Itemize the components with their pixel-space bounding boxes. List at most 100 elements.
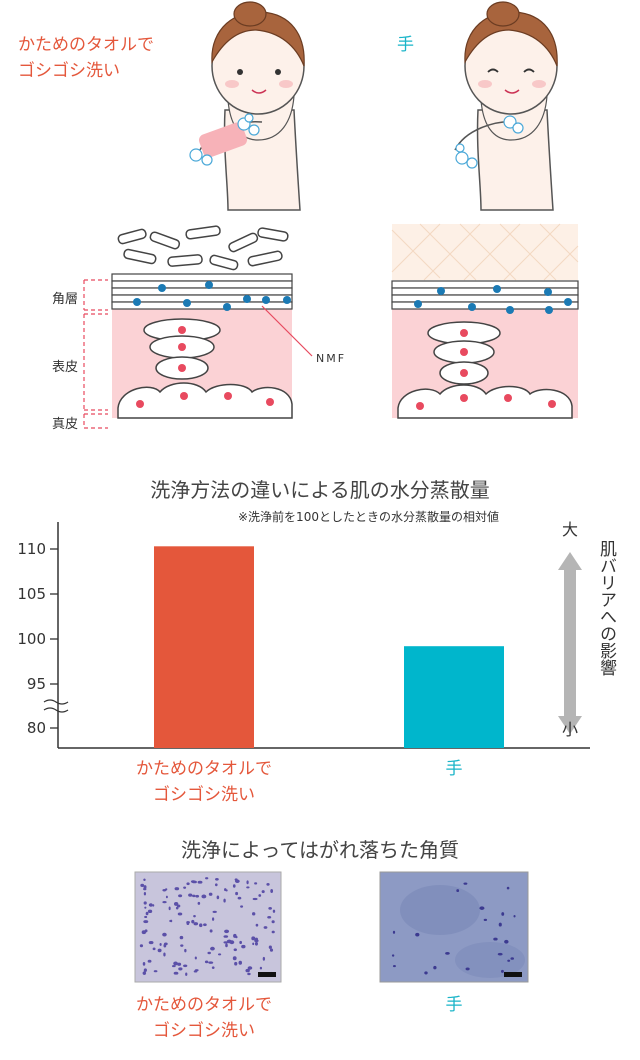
axis-break — [43, 699, 69, 713]
corneocyte-dot — [258, 894, 262, 897]
x-label-towel-line2: ゴシゴシ洗い — [153, 785, 255, 805]
corneocyte-dot — [267, 915, 272, 919]
corneocyte-dot — [139, 944, 144, 948]
corneocyte-dot — [513, 914, 516, 918]
corneocyte-dot — [255, 923, 259, 927]
corneocyte-dot — [204, 960, 209, 964]
corneocyte-dot — [195, 894, 200, 898]
y-tick-label: 105 — [17, 585, 46, 603]
corneocyte-dot — [145, 911, 149, 916]
corneocyte-dot — [254, 882, 258, 885]
corneocyte-dot — [270, 889, 274, 893]
corneocyte-dot — [263, 926, 268, 929]
corneocyte-dot — [232, 956, 237, 961]
corneocyte-dot — [237, 896, 242, 900]
corneocyte-dot — [504, 939, 509, 944]
corneocyte-dot — [143, 920, 149, 924]
corneocyte-dot — [174, 887, 180, 891]
corneocyte-dot — [183, 964, 188, 968]
micro-title: 洗浄によってはがれ落ちた角質 — [181, 838, 459, 862]
corneocyte-dot — [241, 944, 246, 949]
corneocyte-dot — [162, 901, 167, 904]
corneocyte-dot — [177, 912, 183, 916]
corneocyte-dot — [234, 961, 238, 966]
corneocyte-dot — [223, 898, 226, 903]
corneocyte-dot — [143, 901, 147, 905]
corneocyte-dot — [247, 966, 253, 970]
corneocyte-dot — [193, 970, 198, 973]
corneocyte-dot — [173, 971, 179, 975]
corneocyte-dot — [173, 902, 179, 906]
corneocyte-dot — [186, 882, 190, 886]
corneocyte-dot — [169, 919, 173, 923]
corneocyte-dot — [229, 940, 235, 945]
corneocyte-dot — [223, 935, 229, 938]
corneocyte-dot — [186, 921, 190, 924]
corneocyte-dot — [246, 886, 250, 889]
corneocyte-dot — [271, 920, 275, 924]
woman-hand-illustration — [454, 1, 558, 211]
corneocyte-dot — [143, 968, 147, 972]
skin-section-towel — [83, 222, 313, 430]
corneocyte-dot — [240, 905, 244, 908]
corneocyte-dot — [266, 882, 270, 886]
corneocyte-dot — [203, 923, 207, 927]
corneocyte-dot — [191, 919, 195, 924]
corneocyte-dot — [271, 930, 275, 934]
corneocyte-dot — [177, 962, 182, 966]
corneocyte-dot — [214, 883, 218, 887]
corneocyte-dot — [501, 912, 505, 916]
corneocyte-dot — [140, 883, 145, 887]
nmf-label: NMF — [316, 352, 347, 365]
corneocyte-dot — [497, 952, 503, 956]
corneocyte-dot — [479, 906, 485, 910]
barrier-low-label: 小 — [562, 720, 579, 739]
towel-label-top-line2: ゴシゴシ洗い — [18, 61, 120, 81]
corneocyte-dot — [175, 906, 179, 910]
corneocyte-dot — [141, 930, 147, 935]
corneocyte-dot — [147, 909, 153, 914]
hand-label-top: 手 — [397, 35, 414, 55]
corneocyte-dot — [217, 953, 222, 956]
corneocyte-dot — [205, 877, 209, 880]
corneocyte-dot — [225, 943, 228, 948]
corneocyte-dot — [208, 892, 213, 896]
corneocyte-dot — [483, 918, 488, 922]
towel-label-top-line1: かためのタオルで — [18, 35, 154, 55]
corneocyte-dot — [199, 923, 203, 928]
corneocyte-dot — [149, 903, 153, 907]
corneocyte-dot — [163, 942, 168, 946]
corneocyte-dot — [268, 906, 272, 910]
y-tick-label: 110 — [17, 540, 46, 558]
micro-label-towel-line2: ゴシゴシ洗い — [153, 1021, 255, 1041]
corneocyte-dot — [500, 969, 504, 973]
layer-label-epidermis: 表皮 — [52, 360, 79, 375]
corneocyte-dot — [197, 901, 201, 905]
corneocyte-dot — [252, 912, 256, 916]
corneocyte-dot — [245, 968, 250, 973]
barrier-label: 肌バリアへの影響 — [596, 540, 616, 676]
corneocyte-dot — [180, 944, 184, 947]
corneocyte-dot — [147, 959, 152, 963]
corneocyte-dot — [162, 932, 167, 937]
corneocyte-dot — [456, 889, 460, 893]
corneocyte-dot — [415, 932, 420, 937]
corneocyte-dot — [392, 930, 396, 934]
corneocyte-dot — [148, 941, 154, 945]
corneocyte-dot — [252, 942, 255, 946]
corneocyte-dot — [208, 961, 214, 964]
corneocyte-dot — [178, 894, 183, 898]
corneocyte-dot — [254, 941, 258, 946]
y-tick-label: 100 — [17, 630, 46, 648]
corneocyte-dot — [261, 890, 265, 894]
corneocyte-dot — [165, 895, 168, 899]
corneocyte-dot — [185, 972, 188, 976]
corneocyte-dot — [216, 895, 220, 900]
corneocyte-dot — [173, 961, 178, 966]
corneocyte-dot — [193, 922, 199, 926]
corneocyte-dot — [268, 945, 272, 949]
corneocyte-dot — [212, 910, 217, 913]
corneocyte-dot — [424, 971, 428, 975]
microscope-image-hand — [379, 871, 529, 983]
corneocyte-dot — [233, 933, 237, 938]
